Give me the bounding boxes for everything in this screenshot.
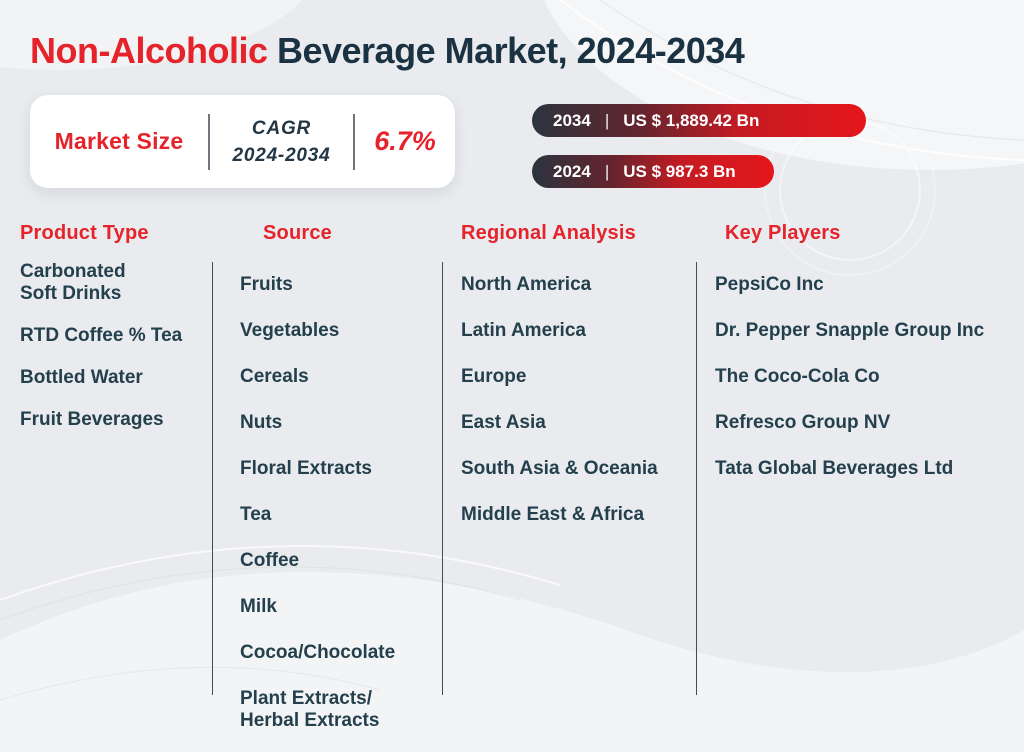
column-product-type: Carbonated Soft Drinks RTD Coffee % Tea …: [20, 261, 182, 451]
page-title: Non-Alcoholic Beverage Market, 2024-2034: [30, 30, 745, 72]
badge-year: 2034: [553, 110, 591, 130]
cagr-label: CAGR 2024-2034: [210, 115, 353, 169]
card-divider: [208, 113, 210, 170]
list-item: Bottled Water: [20, 367, 143, 388]
list-item: Tata Global Beverages Ltd: [715, 458, 954, 479]
badge-year: 2024: [553, 161, 591, 181]
list-item: Carbonated Soft Drinks: [20, 261, 126, 304]
title-rest: Beverage Market, 2024-2034: [267, 30, 745, 71]
list-item: Latin America: [461, 320, 586, 341]
list-item: Refresco Group NV: [715, 412, 891, 433]
column-divider: [442, 262, 443, 695]
list-item: Fruit Beverages: [20, 409, 164, 430]
list-item: Fruits: [240, 274, 293, 295]
list-item: Cereals: [240, 366, 309, 387]
column-header-regional-analysis: Regional Analysis: [461, 222, 636, 244]
list-item: Europe: [461, 366, 527, 387]
list-item: Tea: [240, 504, 272, 525]
list-item: Nuts: [240, 412, 283, 433]
list-item: Dr. Pepper Snapple Group Inc: [715, 320, 985, 341]
list-item: Milk: [240, 596, 277, 617]
badge-value: US $ 987.3 Bn: [623, 161, 736, 181]
badge-2034: 2034 | US $ 1,889.42 Bn: [532, 104, 866, 137]
list-item: RTD Coffee % Tea: [20, 325, 183, 346]
list-item: Plant Extracts/ Herbal Extracts: [240, 688, 380, 731]
badge-value: US $ 1,889.42 Bn: [623, 110, 760, 130]
cagr-line2: 2024-2034: [232, 144, 331, 166]
column-header-source: Source: [263, 222, 333, 244]
column-key-players: PepsiCo Inc Dr. Pepper Snapple Group Inc…: [715, 274, 984, 504]
cagr-value: 6.7%: [374, 126, 436, 156]
list-item: Floral Extracts: [240, 458, 372, 479]
column-header-product-type: Product Type: [20, 222, 149, 244]
list-item: The Coco-Cola Co: [715, 366, 880, 387]
cagr-line1: CAGR: [251, 117, 312, 139]
market-size-label: Market Size: [54, 128, 184, 154]
column-header-key-players: Key Players: [725, 222, 841, 244]
card-divider: [353, 113, 355, 170]
market-size-card: Market Size CAGR 2024-2034 6.7%: [30, 95, 455, 188]
list-item: North America: [461, 274, 592, 295]
title-highlight: Non-Alcoholic: [30, 30, 268, 71]
column-source: Fruits Vegetables Cereals Nuts Floral Ex…: [240, 274, 395, 752]
column-divider: [212, 262, 213, 695]
list-item: Coffee: [240, 550, 300, 571]
column-divider: [696, 262, 697, 695]
list-item: South Asia & Oceania: [461, 458, 658, 479]
badge-separator: |: [604, 161, 610, 181]
list-item: PepsiCo Inc: [715, 274, 824, 295]
badge-2024: 2024 | US $ 987.3 Bn: [532, 155, 774, 188]
list-item: Cocoa/Chocolate: [240, 642, 396, 663]
badge-separator: |: [604, 110, 610, 130]
list-item: Vegetables: [240, 320, 340, 341]
list-item: East Asia: [461, 412, 546, 433]
column-regional-analysis: North America Latin America Europe East …: [461, 274, 658, 550]
list-item: Middle East & Africa: [461, 504, 645, 525]
